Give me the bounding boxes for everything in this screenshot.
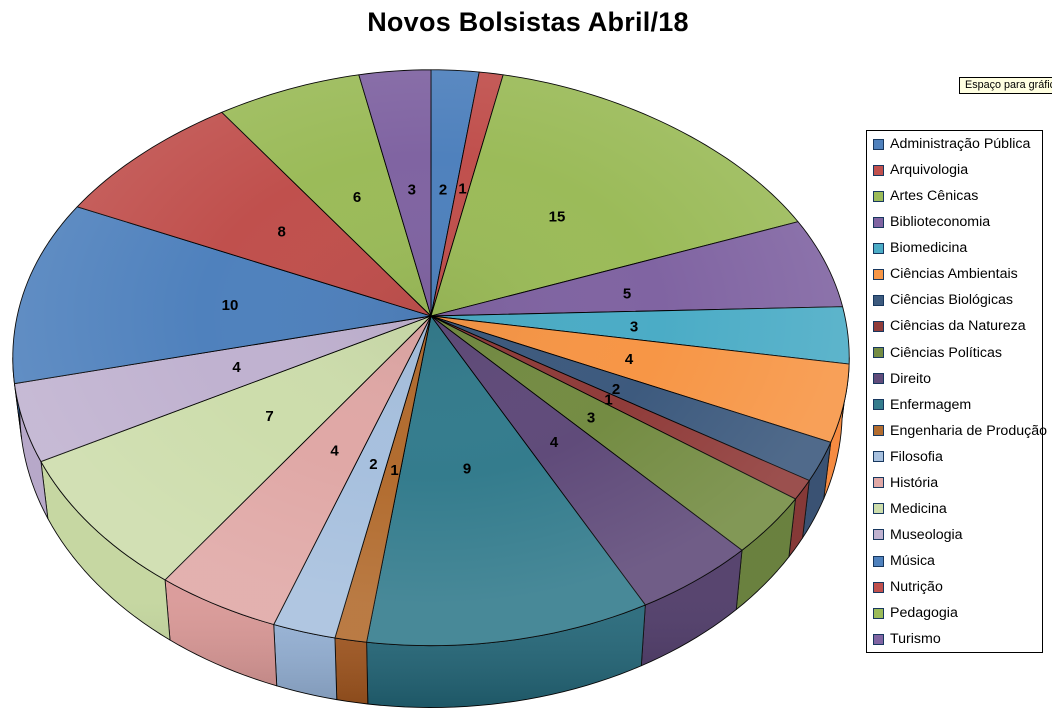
svg-text:8: 8 [278,223,286,240]
svg-text:3: 3 [587,409,595,426]
svg-text:3: 3 [408,181,416,198]
svg-text:5: 5 [623,285,631,302]
svg-text:15: 15 [549,208,566,225]
svg-text:4: 4 [330,442,339,459]
svg-text:9: 9 [463,460,471,477]
svg-text:7: 7 [265,408,273,425]
svg-text:10: 10 [222,297,239,314]
svg-text:2: 2 [439,181,447,198]
svg-text:6: 6 [353,189,361,206]
svg-text:4: 4 [232,359,241,376]
svg-text:2: 2 [369,456,377,473]
svg-text:4: 4 [625,351,634,368]
svg-text:3: 3 [630,318,638,335]
svg-text:1: 1 [458,181,466,198]
svg-text:1: 1 [604,391,612,408]
svg-text:4: 4 [550,434,559,451]
svg-text:1: 1 [390,462,398,479]
svg-text:2: 2 [612,381,620,398]
